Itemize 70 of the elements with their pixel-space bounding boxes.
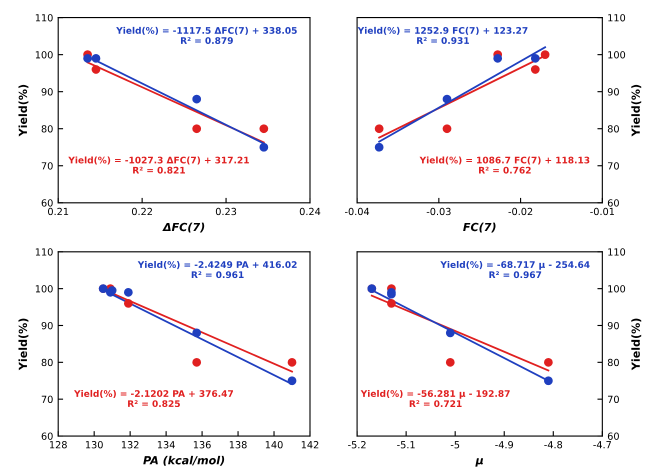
y-tick-label: 70 [608, 396, 619, 404]
y-tick-label: 90 [42, 322, 53, 330]
annotation: Yield(%) = -1117.5 ΔFC(7) + 338.05 [116, 26, 297, 35]
x-tick-label: 138 [230, 441, 247, 448]
annotation: R² = 0.931 [417, 37, 469, 44]
x-axis-title: μ [475, 458, 484, 467]
annotation: R² = 0.762 [479, 166, 531, 174]
y-tick-label: 60 [608, 199, 619, 207]
y-tick-label: 90 [608, 322, 619, 330]
annotation: R² = 0.821 [133, 166, 185, 174]
y-axis-title: Yield(%) [631, 318, 642, 370]
x-tick-label: 128 [50, 441, 67, 448]
annotation: Yield(%) = -2.4249 PA + 416.02 [138, 261, 297, 270]
x-tick-label: -0.04 [344, 208, 370, 216]
y-axis-title: Yield(%) [18, 84, 28, 137]
y-tick-label: 90 [608, 88, 619, 96]
x-tick-label: 136 [194, 441, 211, 448]
y-tick-label: 80 [608, 358, 619, 366]
annotation: R² = 0.961 [192, 271, 244, 278]
y-axis-title: Yield(%) [18, 318, 28, 370]
annotation: R² = 0.967 [489, 271, 542, 278]
y-tick-label: 80 [42, 125, 53, 133]
y-tick-label: 100 [36, 51, 53, 58]
x-tick-label: 0.23 [216, 208, 236, 216]
x-tick-label: -4.8 [544, 441, 562, 448]
x-axis-title: PA (kcal/mol) [143, 456, 224, 466]
y-tick-label: 110 [608, 14, 626, 22]
y-tick-label: 100 [36, 285, 53, 292]
x-tick-label: -5.2 [348, 441, 366, 448]
x-axis-title: ΔFC(7) [162, 222, 204, 233]
x-tick-label: 140 [266, 441, 283, 448]
y-tick-label: 90 [42, 88, 53, 96]
x-tick-label: -0.01 [590, 208, 614, 216]
x-tick-label: 0.22 [132, 208, 152, 216]
x-axis-title: FC(7) [463, 222, 496, 233]
x-tick-label: 142 [302, 441, 318, 448]
y-tick-label: 80 [608, 125, 619, 133]
annotation: Yield(%) = 1252.9 FC(7) + 123.27 [358, 26, 528, 35]
annotation: Yield(%) = -2.1202 PA + 376.47 [74, 390, 233, 398]
x-tick-label: -4.9 [495, 441, 514, 448]
y-tick-label: 70 [42, 162, 53, 170]
annotation: R² = 0.721 [410, 400, 462, 408]
y-tick-label: 110 [608, 248, 626, 256]
annotation: Yield(%) = -56.281 μ - 192.87 [360, 390, 510, 399]
y-tick-label: 70 [608, 162, 619, 170]
x-tick-label: -5 [450, 441, 460, 448]
y-tick-label: 80 [42, 358, 53, 366]
x-tick-label: -0.03 [426, 208, 451, 216]
annotation: Yield(%) = -68.717 μ - 254.64 [440, 261, 590, 270]
y-tick-label: 110 [36, 14, 53, 22]
y-tick-label: 100 [608, 51, 626, 58]
x-tick-label: 132 [122, 441, 138, 448]
x-tick-label: -5.1 [397, 441, 415, 448]
x-tick-label: -4.7 [593, 441, 611, 448]
annotation: Yield(%) = 1086.7 FC(7) + 118.13 [420, 156, 590, 165]
y-axis-title: Yield(%) [631, 84, 642, 137]
y-tick-label: 60 [42, 199, 53, 207]
x-tick-label: -0.02 [508, 208, 532, 216]
x-tick-label: 130 [86, 441, 103, 448]
x-tick-label: 134 [158, 441, 175, 448]
y-tick-label: 70 [42, 396, 53, 404]
y-tick-label: 100 [608, 285, 626, 292]
x-tick-label: 0.24 [300, 208, 320, 216]
y-tick-label: 60 [608, 432, 619, 440]
y-tick-label: 110 [36, 248, 53, 256]
annotation: R² = 0.825 [128, 400, 180, 408]
annotation: Yield(%) = -1027.3 ΔFC(7) + 317.21 [68, 156, 249, 165]
annotation: R² = 0.879 [180, 37, 233, 44]
x-tick-label: 0.21 [48, 208, 68, 216]
y-tick-label: 60 [42, 432, 53, 440]
